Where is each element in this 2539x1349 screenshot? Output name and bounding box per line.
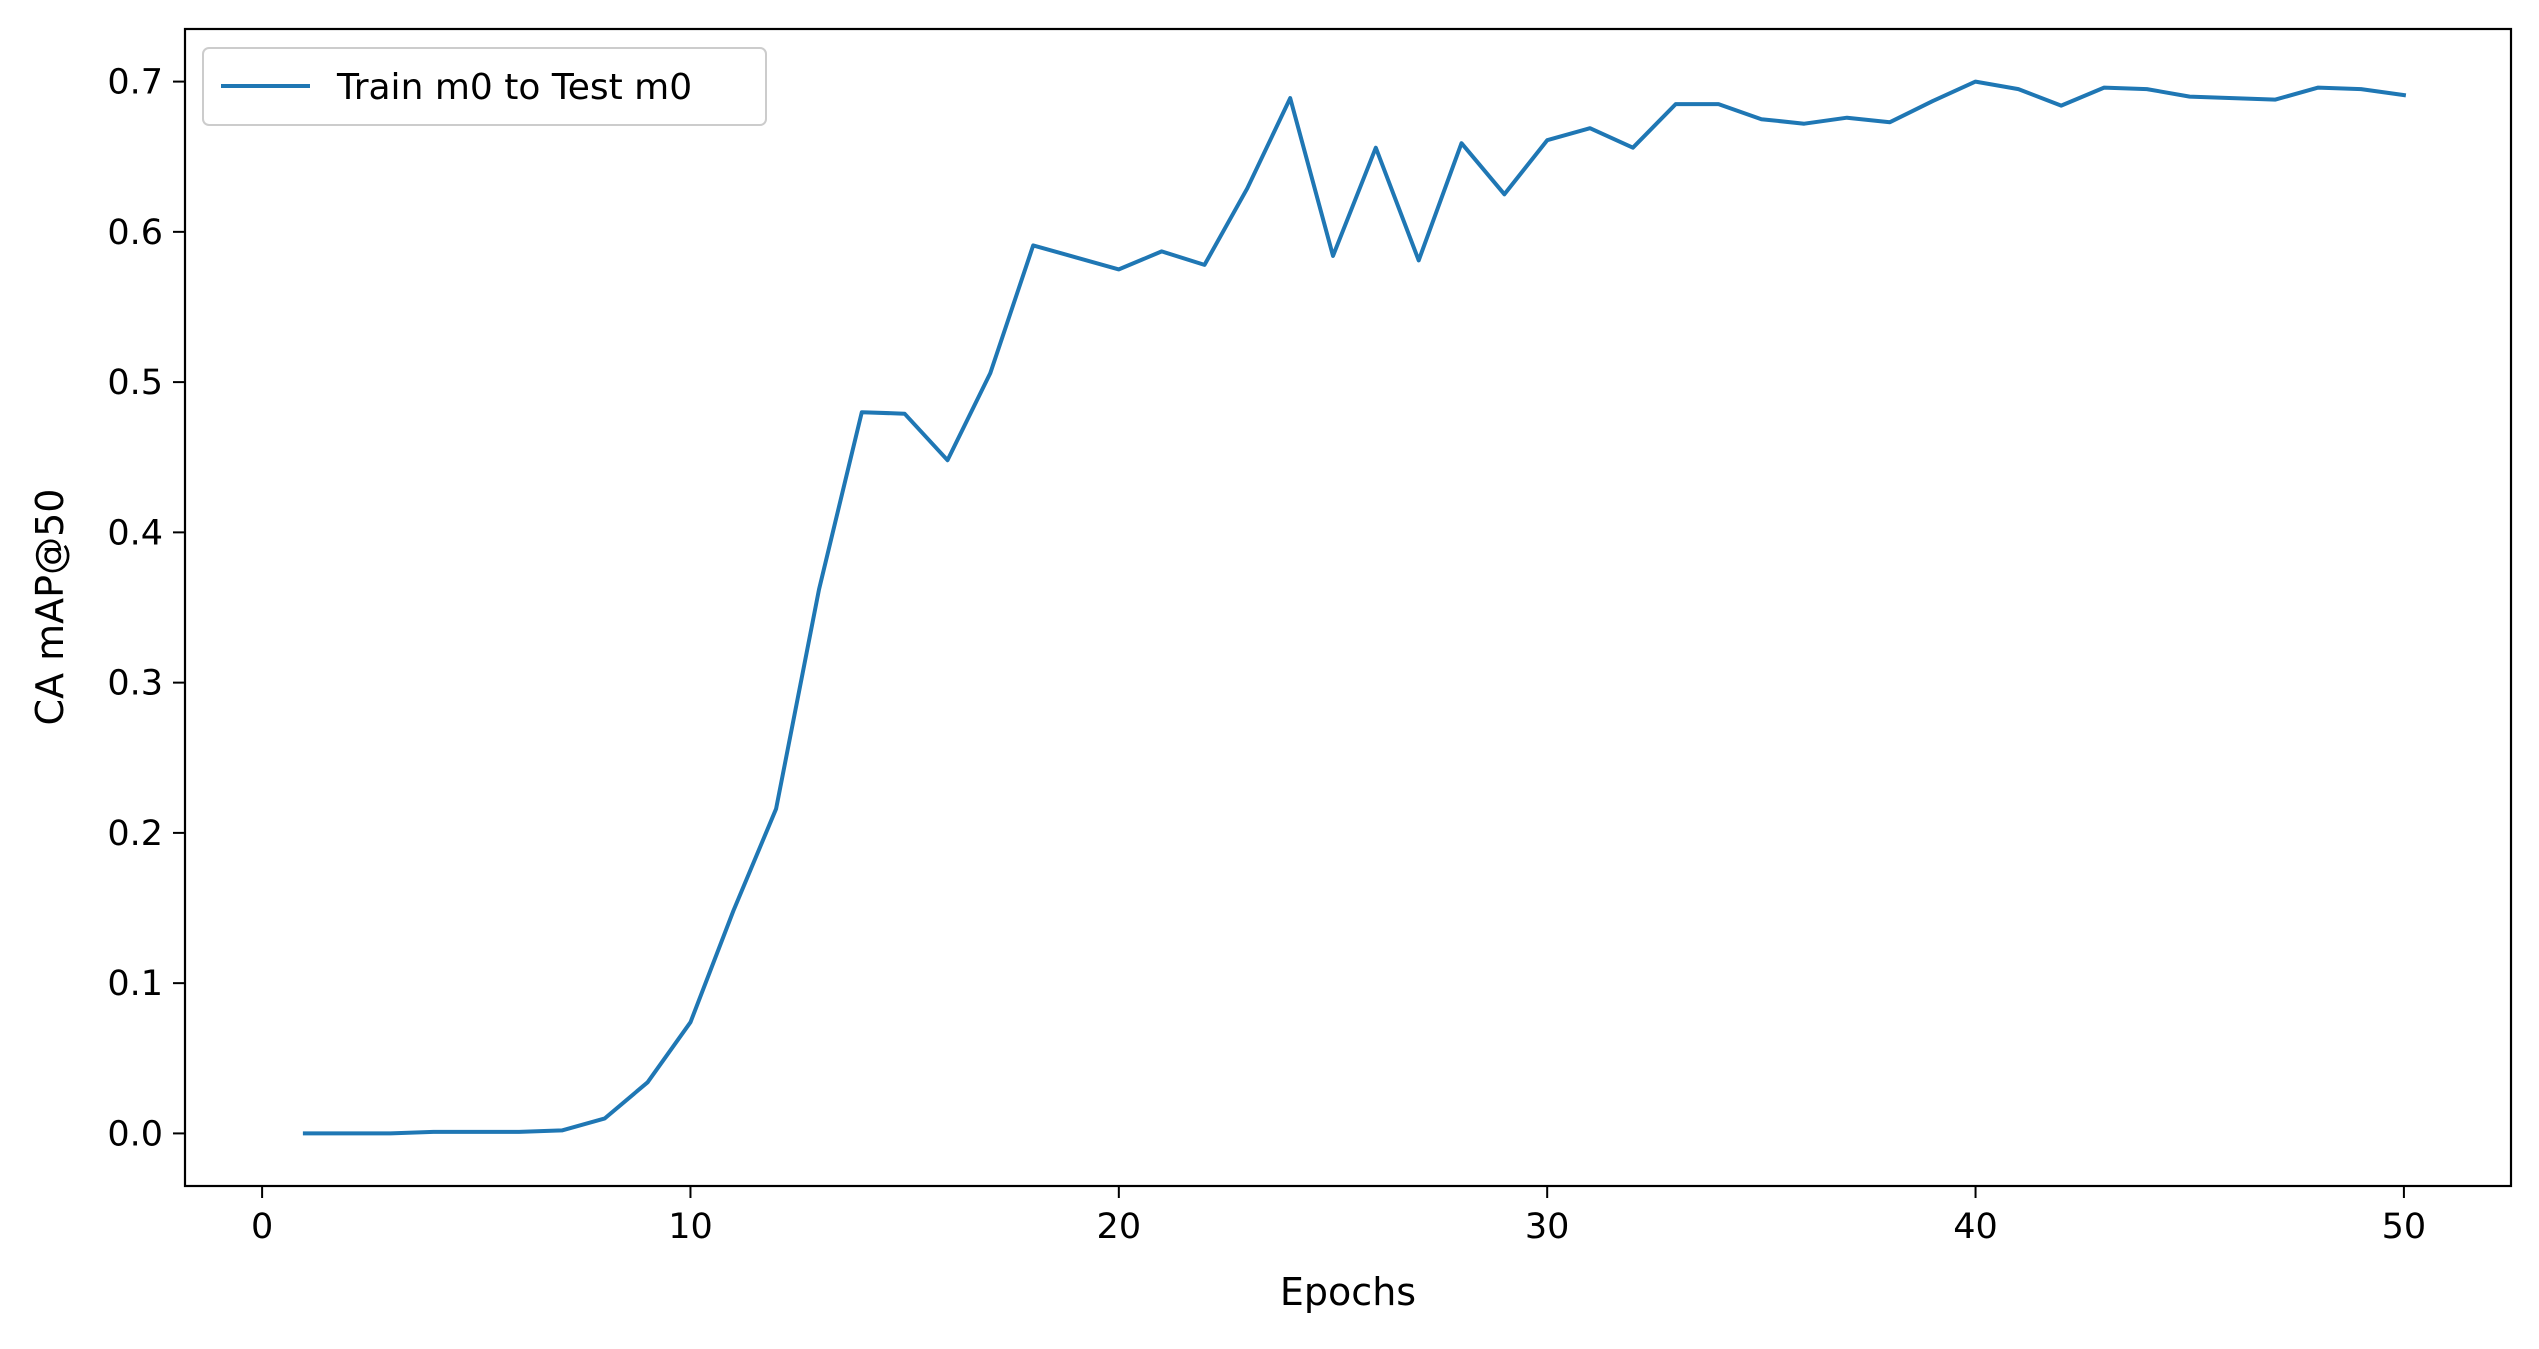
x-tick-label: 10 xyxy=(668,1207,713,1247)
legend-box xyxy=(202,47,767,126)
plot-frame xyxy=(183,27,2513,1188)
y-tick-label: 0.3 xyxy=(107,664,163,704)
x-tick-label: 40 xyxy=(1953,1207,1998,1247)
y-tick-label: 0.1 xyxy=(107,964,163,1004)
y-axis-label: CA mAP@50 xyxy=(28,489,72,726)
y-tick-label: 0.0 xyxy=(107,1114,163,1154)
x-axis-ticks: 0 10 20 30 40 50 xyxy=(251,1186,2426,1247)
x-tick-label: 30 xyxy=(1525,1207,1570,1247)
series-line-0 xyxy=(302,79,2407,1136)
x-tick-label: 20 xyxy=(1097,1207,1142,1247)
legend-label: Train m0 to Test m0 xyxy=(336,67,692,108)
x-tick-label: 0 xyxy=(251,1207,273,1247)
y-tick-label: 0.6 xyxy=(107,213,163,253)
y-tick-label: 0.4 xyxy=(107,513,163,553)
x-axis-label: Epochs xyxy=(1280,1270,1416,1314)
y-axis-ticks: 0.0 0.1 0.2 0.3 0.4 0.5 0.6 0.7 xyxy=(107,63,185,1154)
series-layer xyxy=(302,79,2407,1136)
y-tick-label: 0.5 xyxy=(107,363,163,403)
x-tick-label: 50 xyxy=(2382,1207,2427,1247)
y-tick-label: 0.7 xyxy=(107,63,163,103)
y-tick-label: 0.2 xyxy=(107,814,163,854)
legend: Train m0 to Test m0 xyxy=(202,47,767,126)
